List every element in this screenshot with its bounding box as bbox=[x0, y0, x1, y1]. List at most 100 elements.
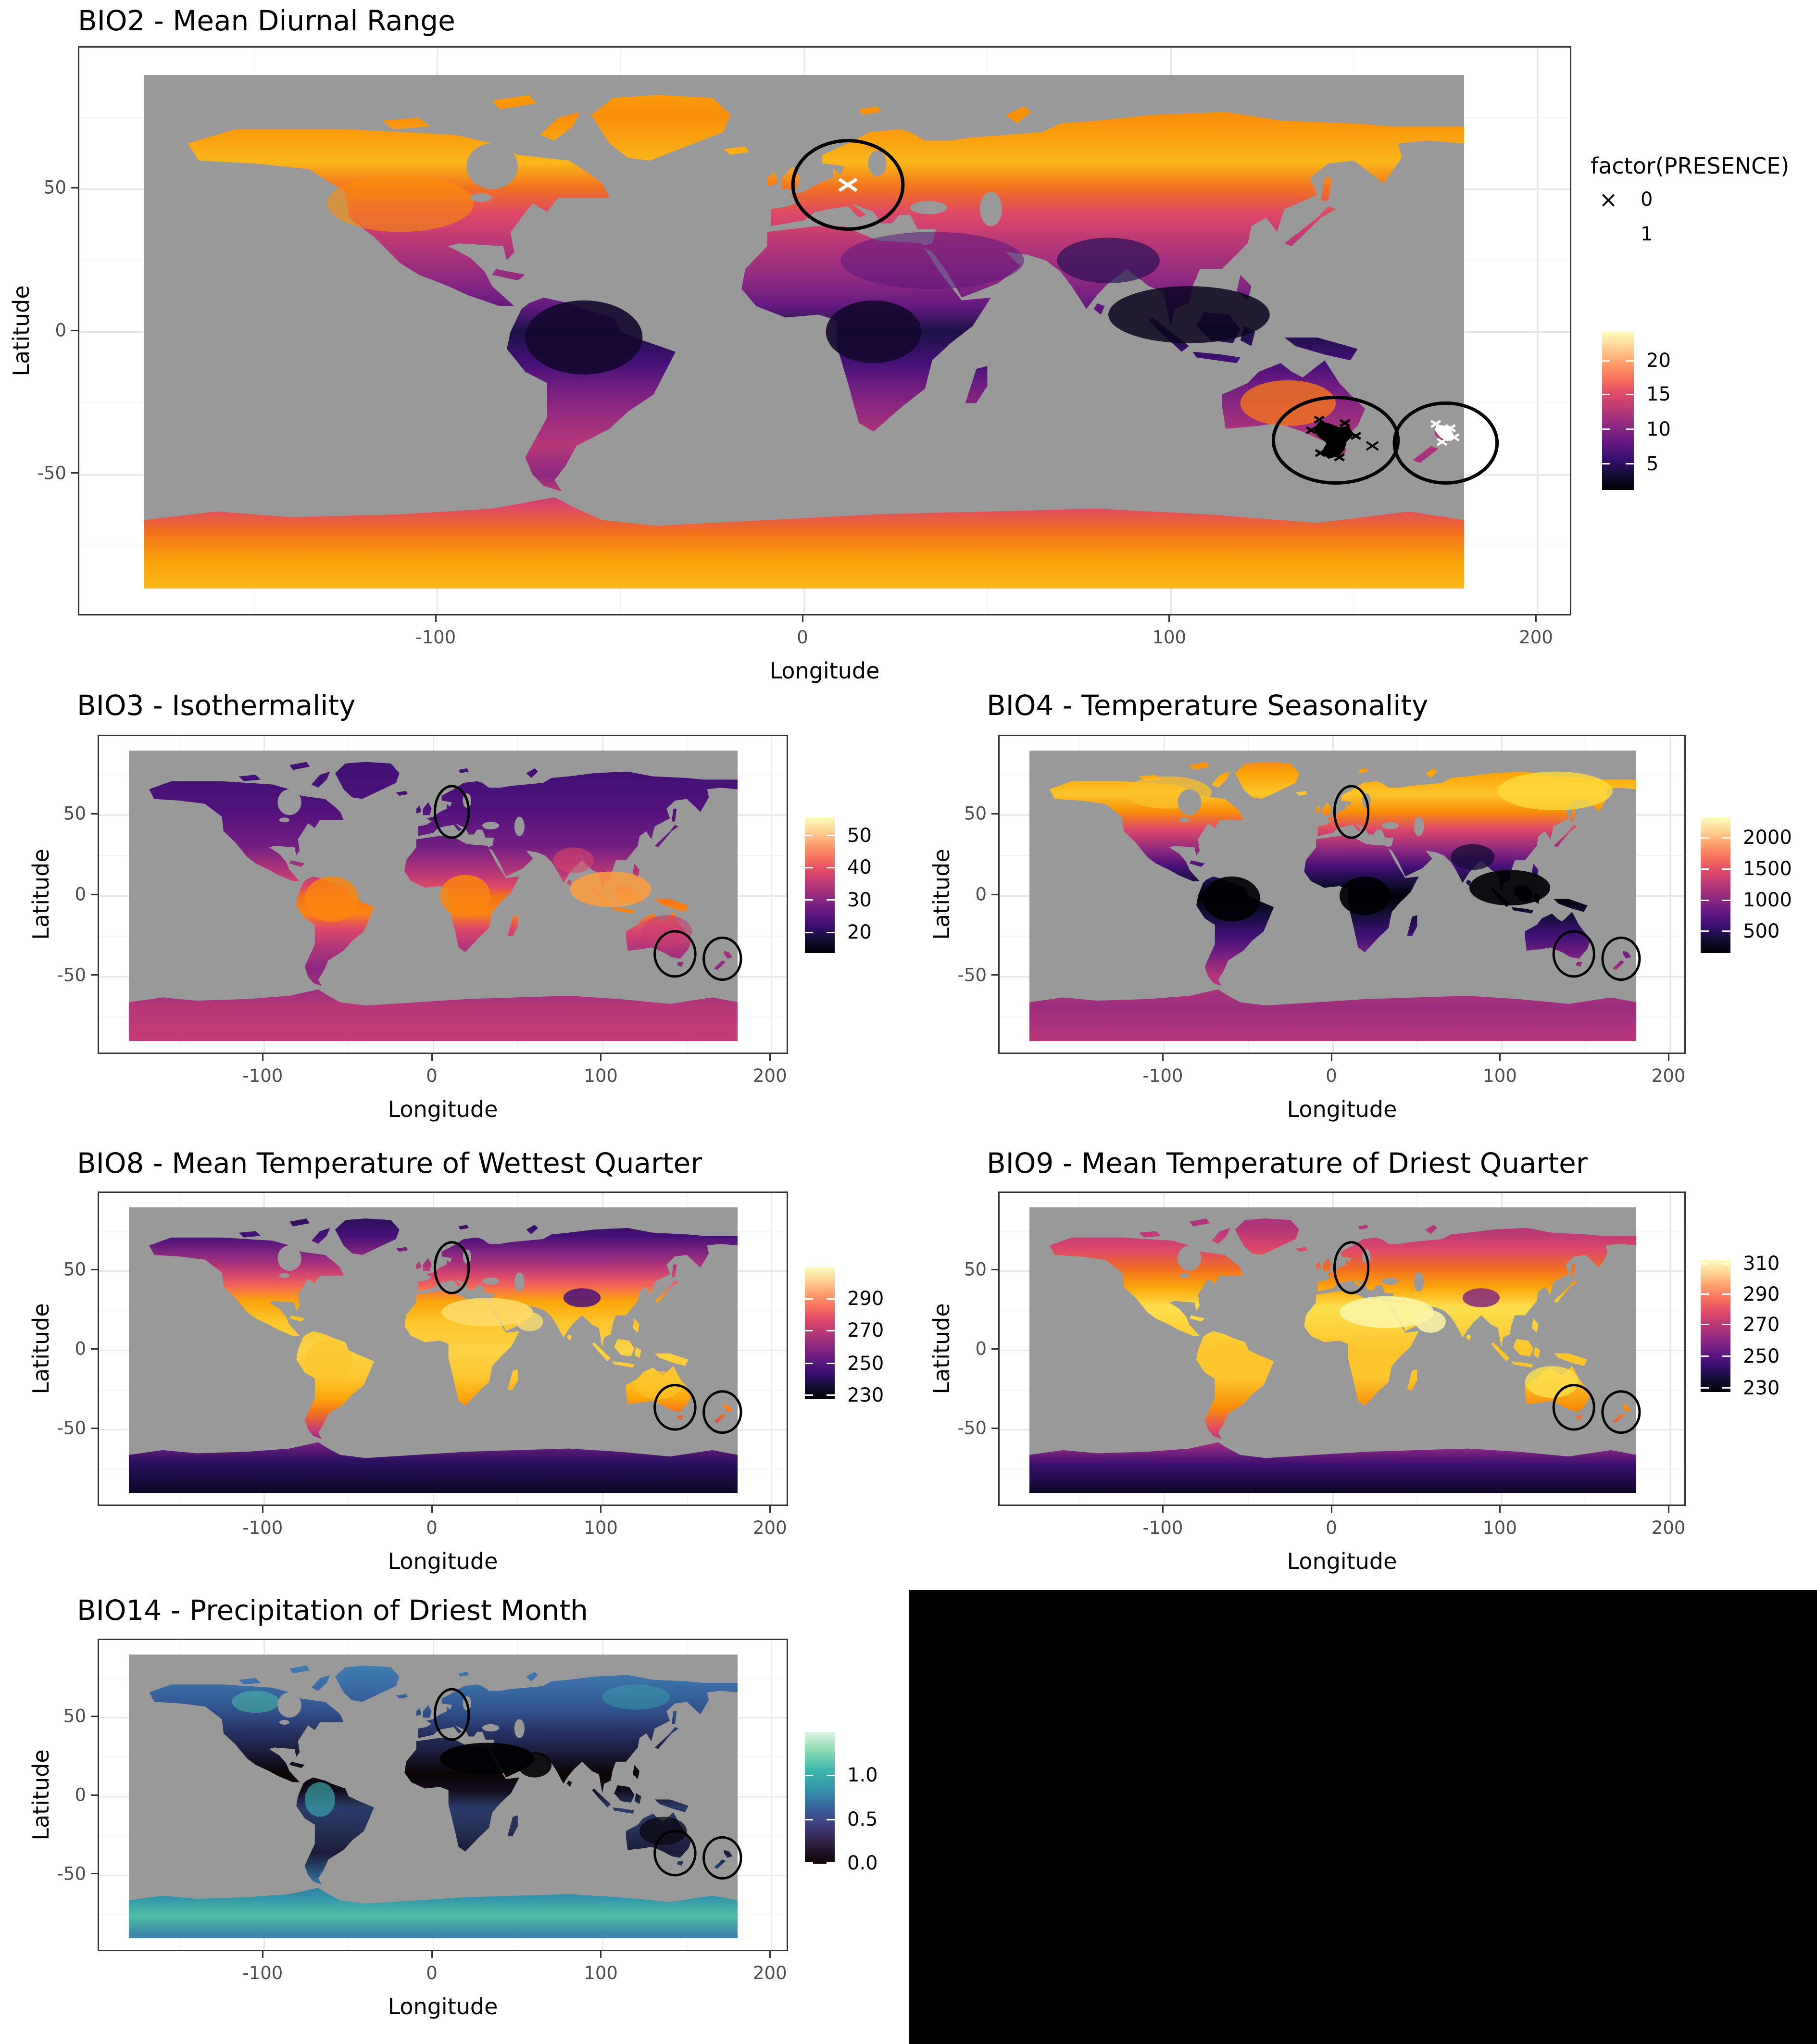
x-tick-label: 200 bbox=[753, 1066, 787, 1086]
colorbar-tick bbox=[805, 1818, 813, 1820]
x-tick bbox=[435, 615, 437, 622]
legend-item-1-label: 1 bbox=[1641, 223, 1653, 245]
region-tint bbox=[1108, 286, 1270, 343]
inland-sea bbox=[279, 1273, 290, 1278]
colorbar-tick bbox=[827, 1363, 835, 1365]
colorbar-tick bbox=[1626, 393, 1634, 395]
inland-sea bbox=[1414, 816, 1424, 836]
highlight-circle bbox=[1554, 1385, 1594, 1430]
plot-area-bio8 bbox=[98, 1191, 788, 1506]
highlight-circle bbox=[704, 1392, 741, 1433]
region-tint bbox=[602, 1684, 670, 1710]
colorbar-tick bbox=[1722, 1324, 1730, 1326]
colorbar-tick bbox=[1701, 1355, 1709, 1357]
inland-sea bbox=[482, 822, 500, 829]
x-tick bbox=[262, 1951, 263, 1958]
colorbar-tick-label: 40 bbox=[847, 856, 872, 879]
y-tick-label: 0 bbox=[975, 884, 987, 905]
plot-area-bio14 bbox=[98, 1639, 788, 1951]
region-tint bbox=[634, 1370, 682, 1400]
presence-x-icon bbox=[1431, 421, 1441, 427]
x-tick bbox=[802, 615, 803, 622]
x-tick-label: 100 bbox=[1152, 627, 1187, 648]
x-axis-title-bio2: Longitude bbox=[769, 658, 880, 684]
x-tick bbox=[769, 1951, 771, 1958]
colorbar-tick-label: 0.5 bbox=[847, 1808, 878, 1831]
colorbar-bio14: 1.0 0.5 0.0 bbox=[805, 1732, 878, 1874]
colorbar-bio8: 290 270 250 230 bbox=[805, 1267, 884, 1406]
x-tick bbox=[1667, 1054, 1669, 1061]
x-axis-title-bio14: Longitude bbox=[388, 1994, 498, 2019]
y-tick bbox=[91, 893, 98, 895]
region-tint bbox=[1340, 1296, 1434, 1328]
colorbar-tick bbox=[805, 1329, 813, 1331]
region-tint bbox=[840, 232, 1024, 289]
inland-sea bbox=[1414, 1272, 1424, 1292]
y-tick-label: -50 bbox=[57, 1417, 86, 1439]
colorbar-tick bbox=[827, 866, 835, 868]
colorbar-gradient bbox=[1602, 331, 1634, 490]
colorbar-tick bbox=[827, 835, 835, 837]
y-tick bbox=[71, 187, 78, 188]
y-tick bbox=[991, 1348, 998, 1350]
y-axis-title-bio2: Latitude bbox=[8, 285, 34, 376]
colorbar-gradient bbox=[1701, 817, 1730, 953]
colorbar-bio9: 310 290 270 250 230 bbox=[1701, 1253, 1779, 1399]
colorbar-gradient bbox=[805, 1267, 835, 1399]
region-tint bbox=[232, 1691, 279, 1713]
inland-sea bbox=[1179, 1273, 1190, 1278]
region-tint bbox=[304, 876, 359, 922]
y-tick bbox=[71, 472, 78, 474]
y-tick bbox=[91, 813, 98, 815]
highlight-circle bbox=[1273, 397, 1398, 483]
y-tick-label: 50 bbox=[43, 177, 66, 198]
colorbar-tick bbox=[1701, 837, 1709, 839]
region-tint bbox=[1498, 771, 1613, 811]
absence-x-icon bbox=[1306, 427, 1316, 433]
y-tick bbox=[991, 1268, 998, 1270]
y-tick-label: 0 bbox=[75, 1784, 86, 1806]
y-tick bbox=[991, 813, 998, 815]
colorbar-tick bbox=[1701, 1324, 1709, 1326]
highlight-circle bbox=[655, 1385, 695, 1430]
y-tick-label: 0 bbox=[75, 1338, 86, 1359]
y-axis-title-bio9: Latitude bbox=[928, 1303, 954, 1394]
legend-item-0-label: 0 bbox=[1641, 188, 1653, 211]
colorbar-tick bbox=[1722, 837, 1730, 839]
colorbar-tick bbox=[827, 931, 835, 933]
colorbar-tick bbox=[827, 899, 835, 901]
x-tick-label: 200 bbox=[753, 1517, 787, 1538]
colorbar-tick-label: 1500 bbox=[1743, 858, 1792, 880]
y-tick bbox=[991, 974, 998, 976]
x-tick bbox=[1499, 1506, 1501, 1513]
colorbar-tick-label: 230 bbox=[847, 1384, 884, 1406]
x-tick bbox=[1162, 1054, 1164, 1061]
plot-area-bio9 bbox=[998, 1191, 1686, 1506]
x-tick bbox=[769, 1054, 771, 1061]
colorbar-tick bbox=[1701, 930, 1709, 932]
inland-sea bbox=[466, 143, 518, 189]
x-tick bbox=[431, 1951, 433, 1958]
x-tick-label: 100 bbox=[1483, 1517, 1517, 1538]
y-tick bbox=[91, 1715, 98, 1717]
x-tick bbox=[769, 1506, 771, 1513]
inland-sea bbox=[1178, 789, 1202, 815]
absence-x-icon: × bbox=[1599, 187, 1618, 213]
x-tick-label: -100 bbox=[1142, 1517, 1183, 1538]
legend-title: factor(PRESENCE) bbox=[1591, 153, 1790, 179]
x-tick bbox=[1330, 1506, 1332, 1513]
x-tick bbox=[1535, 615, 1537, 622]
colorbar-tick-label: 5 bbox=[1646, 452, 1659, 475]
highlight-circle bbox=[655, 1831, 695, 1875]
panel-title-bio14: BIO14 - Precipitation of Driest Month bbox=[77, 1594, 588, 1627]
world-map-raster-bio9 bbox=[1029, 1207, 1636, 1493]
region-tint bbox=[516, 1312, 543, 1331]
presence-x-icon bbox=[1446, 425, 1455, 431]
region-tint bbox=[517, 1752, 552, 1778]
colorbar-tick bbox=[1701, 1263, 1709, 1265]
colorbar-tick bbox=[1722, 1263, 1730, 1265]
y-axis-title-bio14: Latitude bbox=[28, 1749, 54, 1841]
x-tick-label: 0 bbox=[426, 1517, 438, 1538]
colorbar-tick bbox=[1722, 1387, 1730, 1389]
y-tick-label: -50 bbox=[57, 965, 86, 986]
